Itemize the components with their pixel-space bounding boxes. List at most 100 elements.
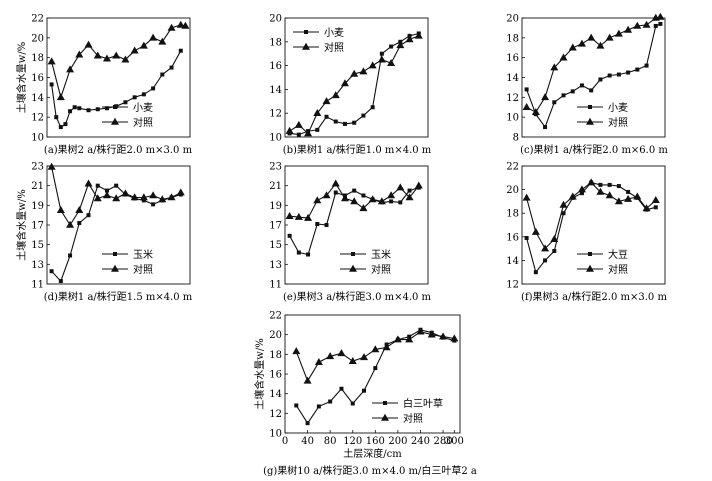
legend-marker [302,42,310,50]
data-point [58,125,63,130]
panel-caption: (a)果树2 a/株行距2.0 m×3.0 m [44,143,193,156]
data-point [104,106,109,111]
data-point [377,55,386,63]
data-point [416,327,425,335]
data-point [315,127,320,132]
plot-frame [284,165,429,285]
data-point [450,334,459,342]
data-point [66,220,75,228]
legend-label: 大豆 [608,248,628,261]
data-point [292,347,301,355]
x-tick-label: 120 [343,436,362,447]
data-point [407,188,412,193]
y-tick-label: 22 [506,162,519,173]
data-point [589,88,594,93]
y-tick-label: 12 [506,93,519,104]
data-point [112,194,121,202]
data-point [95,107,100,112]
data-point [624,25,633,33]
data-point [359,67,368,75]
data-point [337,349,346,357]
data-point [306,252,311,257]
data-point [568,192,577,200]
data-point [550,63,559,71]
data-point [63,122,68,127]
legend-marker [304,30,308,34]
plot-frame [521,165,666,285]
data-point [579,83,584,88]
data-point [398,200,403,205]
legend-label: 对照 [608,263,628,276]
data-point [296,132,301,137]
data-point [121,189,130,197]
series-line [526,23,661,129]
data-point [68,109,73,114]
data-point [607,73,612,78]
data-point [359,204,368,212]
data-point [331,91,340,99]
data-point [656,12,665,20]
legend-label: 对照 [133,263,153,276]
legend-label: 小麦 [608,102,628,114]
data-point [93,51,102,59]
data-point [112,51,121,59]
y-tick-label: 18 [269,350,282,361]
y-tick-label: 14 [31,93,44,104]
data-point [49,269,54,274]
data-point [294,120,303,128]
panel-caption: (b)果树1 a/株行距1.0 m×4.0 m [283,143,432,156]
series-control [292,327,459,384]
data-point [84,40,93,48]
data-point [587,33,596,41]
data-point [86,213,91,218]
data-point [439,332,448,340]
series-line [289,35,419,135]
legend-marker [349,264,357,272]
data-point [396,41,405,49]
y-tick-label: 8 [513,133,519,144]
y-tick-label: 23 [31,162,44,173]
x-tick-label: 160 [366,436,385,447]
data-point [522,103,531,111]
data-point [543,125,548,130]
y-tick-label: 15 [31,240,44,251]
data-point [373,366,378,371]
data-point [598,182,603,187]
data-point [614,197,623,205]
data-point [348,357,357,365]
data-point [605,33,614,41]
plot-frame [46,17,191,138]
data-point [123,100,128,105]
data-point [377,197,386,205]
y-tick-label: 15 [269,240,282,251]
legend-marker [588,105,592,109]
data-point [642,204,651,212]
panel-caption: (f)果树3 a/株行距2.0 m×3.0 m [521,290,667,303]
data-point [350,401,355,406]
data-point [396,183,405,191]
y-tick-label: 22 [269,311,282,322]
y-tick-label: 22 [31,14,44,25]
series-control [285,31,423,137]
y-tick-label: 13 [31,260,44,271]
x-tick-label: 0 [282,436,288,447]
data-point [181,21,190,29]
legend-marker [381,413,389,421]
data-point [326,352,335,360]
data-point [158,195,167,203]
data-point [322,191,331,199]
panel-caption: (e)果树3 a/株行距3.0 m×4.0 m [283,290,432,303]
y-tick-label: 12 [31,113,44,124]
legend-label: 小麦 [133,102,153,114]
y-tick-label: 14 [269,85,282,96]
x-tick-label: 300 [445,436,464,447]
data-point [362,388,367,393]
data-point [176,188,185,196]
data-point [178,48,183,53]
